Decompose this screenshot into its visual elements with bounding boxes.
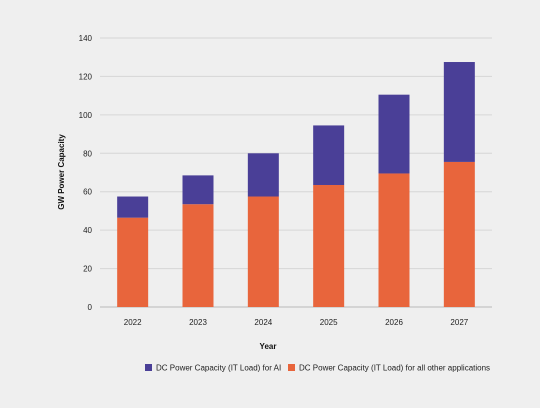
x-tick-label: 2023 [189,318,207,327]
bar-other-applications [443,161,475,307]
bar-other-applications [313,184,345,307]
y-tick-label: 140 [79,34,93,43]
x-axis-ticks: 2022 2023 2024 2025 2026 2027 [124,318,469,327]
bar-other-applications [182,204,214,307]
bars [117,62,475,307]
x-axis-title: Year [260,342,277,351]
legend-label: DC Power Capacity (IT Load) for AI [156,364,281,373]
bar-other-applications [247,196,279,307]
bar-ai [443,62,475,162]
bar-ai [378,94,410,174]
y-axis-title: GW Power Capacity [57,134,66,210]
y-tick-label: 40 [83,226,92,235]
legend: DC Power Capacity (IT Load) for AI DC Pow… [145,364,490,373]
x-tick-label: 2026 [385,318,403,327]
y-tick-label: 80 [83,149,92,158]
bar-ai [313,125,345,185]
x-tick-label: 2022 [124,318,142,327]
y-axis-ticks: 0 20 40 60 80 100 120 140 [79,34,93,312]
bar-ai [182,175,214,205]
y-tick-label: 100 [79,111,93,120]
y-tick-label: 20 [83,265,92,274]
bar-ai [117,196,149,218]
x-tick-label: 2024 [254,318,272,327]
y-tick-label: 0 [88,303,93,312]
bar-other-applications [117,217,149,307]
legend-swatch [145,364,152,371]
gridlines [100,37,492,308]
y-tick-label: 120 [79,72,93,81]
bar-other-applications [378,173,410,307]
x-tick-label: 2027 [450,318,468,327]
legend-swatch [288,364,295,371]
x-tick-label: 2025 [320,318,338,327]
legend-label: DC Power Capacity (IT Load) for all othe… [299,364,490,373]
bar-ai [247,153,279,197]
y-tick-label: 60 [83,188,92,197]
